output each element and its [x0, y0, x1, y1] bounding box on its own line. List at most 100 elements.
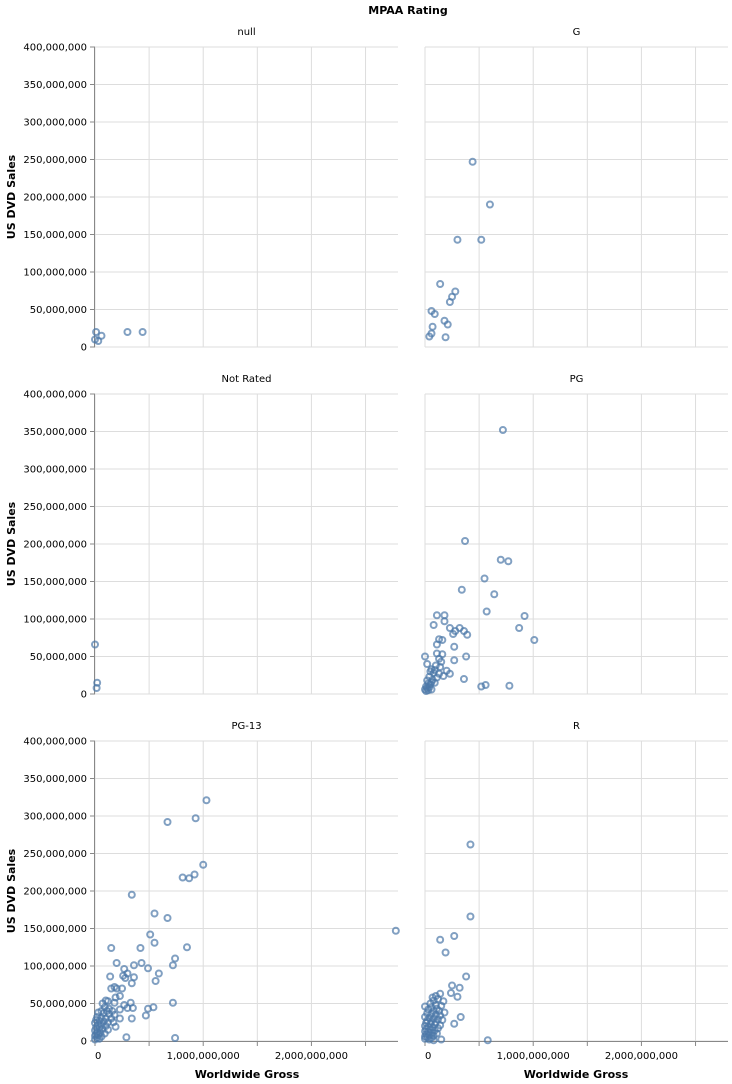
- data-point: [168, 998, 177, 1007]
- data-point: [127, 979, 136, 988]
- y-tick-label: 400,000,000: [23, 390, 87, 401]
- data-point: [440, 617, 449, 626]
- data-point: [462, 972, 471, 981]
- facet-title: PG: [570, 374, 584, 385]
- facet-not-rated: Not Rated 0 50,000,000 100,000,000 150,000,0…: [23, 374, 398, 701]
- data-point: [530, 636, 539, 644]
- facet-null: null 0 50,000,000 100,000,000 150,000,000 200…: [23, 27, 398, 354]
- data-point: [446, 989, 455, 997]
- facet-r: R 0 1,000,000,000 2,000,000,000: [421, 721, 728, 1062]
- data-point: [182, 943, 191, 952]
- y-tick-label: 350,000,000: [23, 774, 87, 785]
- data-point: [457, 585, 466, 594]
- data-point: [453, 992, 462, 1001]
- y-tick-label: 0: [81, 690, 87, 701]
- data-point: [429, 621, 438, 629]
- data-point: [154, 969, 163, 978]
- data-point: [191, 814, 200, 823]
- data-point: [450, 642, 459, 651]
- data-point: [150, 938, 159, 947]
- data-point: [468, 157, 477, 166]
- data-point: [106, 972, 115, 981]
- data-point: [127, 890, 136, 899]
- data-point: [461, 537, 470, 545]
- data-point: [144, 964, 153, 973]
- data-point: [95, 1034, 104, 1043]
- data-point: [110, 998, 119, 1007]
- data-point: [436, 280, 445, 288]
- data-point: [480, 574, 489, 583]
- facet-title: PG-13: [231, 721, 261, 732]
- y-tick-label: 350,000,000: [23, 427, 87, 438]
- y-tick-label: 300,000,000: [23, 118, 87, 129]
- data-point: [123, 328, 132, 336]
- y-tick-label: 50,000,000: [30, 652, 87, 663]
- y-tick-label: 200,000,000: [23, 887, 87, 898]
- data-point: [112, 959, 121, 967]
- data-point: [450, 1019, 459, 1028]
- data-point: [515, 624, 524, 632]
- facet-pg-13: PG-13 0 50,000,000 100,000,000 150,000,000 20…: [23, 721, 400, 1062]
- data-point: [477, 682, 486, 691]
- facet-title: null: [237, 27, 255, 38]
- data-point: [482, 607, 491, 616]
- x-tick-label: 2,000,000,000: [605, 1051, 678, 1062]
- data-point: [496, 555, 505, 564]
- data-point: [462, 652, 471, 661]
- data-point: [94, 337, 103, 345]
- data-point: [450, 932, 459, 940]
- data-point: [171, 954, 180, 963]
- facet-title: G: [573, 27, 581, 38]
- y-tick-label: 400,000,000: [23, 737, 87, 748]
- data-point: [141, 1011, 150, 1020]
- x-tick-label: 1,000,000,000: [497, 1051, 570, 1062]
- chart-title: MPAA Rating: [368, 4, 447, 17]
- data-point: [115, 1014, 124, 1023]
- y-axis-title-row-2: US DVD Sales: [5, 501, 18, 586]
- data-point: [456, 1013, 465, 1021]
- x-axis-title-col-2: Worldwide Gross: [524, 1068, 629, 1081]
- data-point: [425, 1035, 434, 1044]
- data-point: [481, 681, 490, 689]
- data-point: [432, 640, 441, 649]
- data-point: [171, 1034, 180, 1042]
- data-point: [121, 974, 130, 982]
- y-tick-label: 0: [81, 343, 87, 354]
- data-point: [483, 1036, 492, 1045]
- data-point: [91, 640, 99, 649]
- y-axis-title-row-3: US DVD Sales: [5, 848, 18, 933]
- data-point: [178, 873, 187, 882]
- data-point: [477, 235, 486, 244]
- data-point: [441, 948, 450, 957]
- y-tick-label: 250,000,000: [23, 502, 87, 513]
- data-point: [185, 874, 194, 883]
- data-point: [466, 840, 475, 849]
- data-point: [504, 557, 513, 566]
- data-point: [199, 860, 208, 869]
- data-point: [453, 235, 462, 244]
- x-tick-label: 2,000,000,000: [275, 1051, 348, 1062]
- facet-grid: null 0 50,000,000 100,000,000 150,000,000 200…: [23, 27, 728, 1062]
- y-tick-label: 350,000,000: [23, 80, 87, 91]
- data-point: [150, 909, 159, 918]
- data-point: [91, 1035, 99, 1044]
- data-point: [505, 681, 514, 690]
- data-point: [455, 983, 464, 992]
- data-point: [432, 611, 441, 620]
- data-point: [445, 669, 454, 678]
- y-tick-label: 100,000,000: [23, 268, 87, 279]
- data-point: [107, 944, 116, 952]
- data-point: [122, 1033, 131, 1042]
- y-tick-label: 300,000,000: [23, 812, 87, 823]
- data-point: [485, 200, 494, 209]
- data-point: [438, 636, 447, 644]
- y-tick-label: 0: [81, 1037, 87, 1048]
- data-point: [425, 332, 434, 341]
- data-point: [129, 961, 138, 970]
- data-point: [441, 333, 450, 342]
- data-point: [163, 818, 172, 826]
- data-point: [421, 652, 429, 661]
- y-tick-label: 50,000,000: [30, 305, 87, 316]
- data-point: [107, 984, 116, 993]
